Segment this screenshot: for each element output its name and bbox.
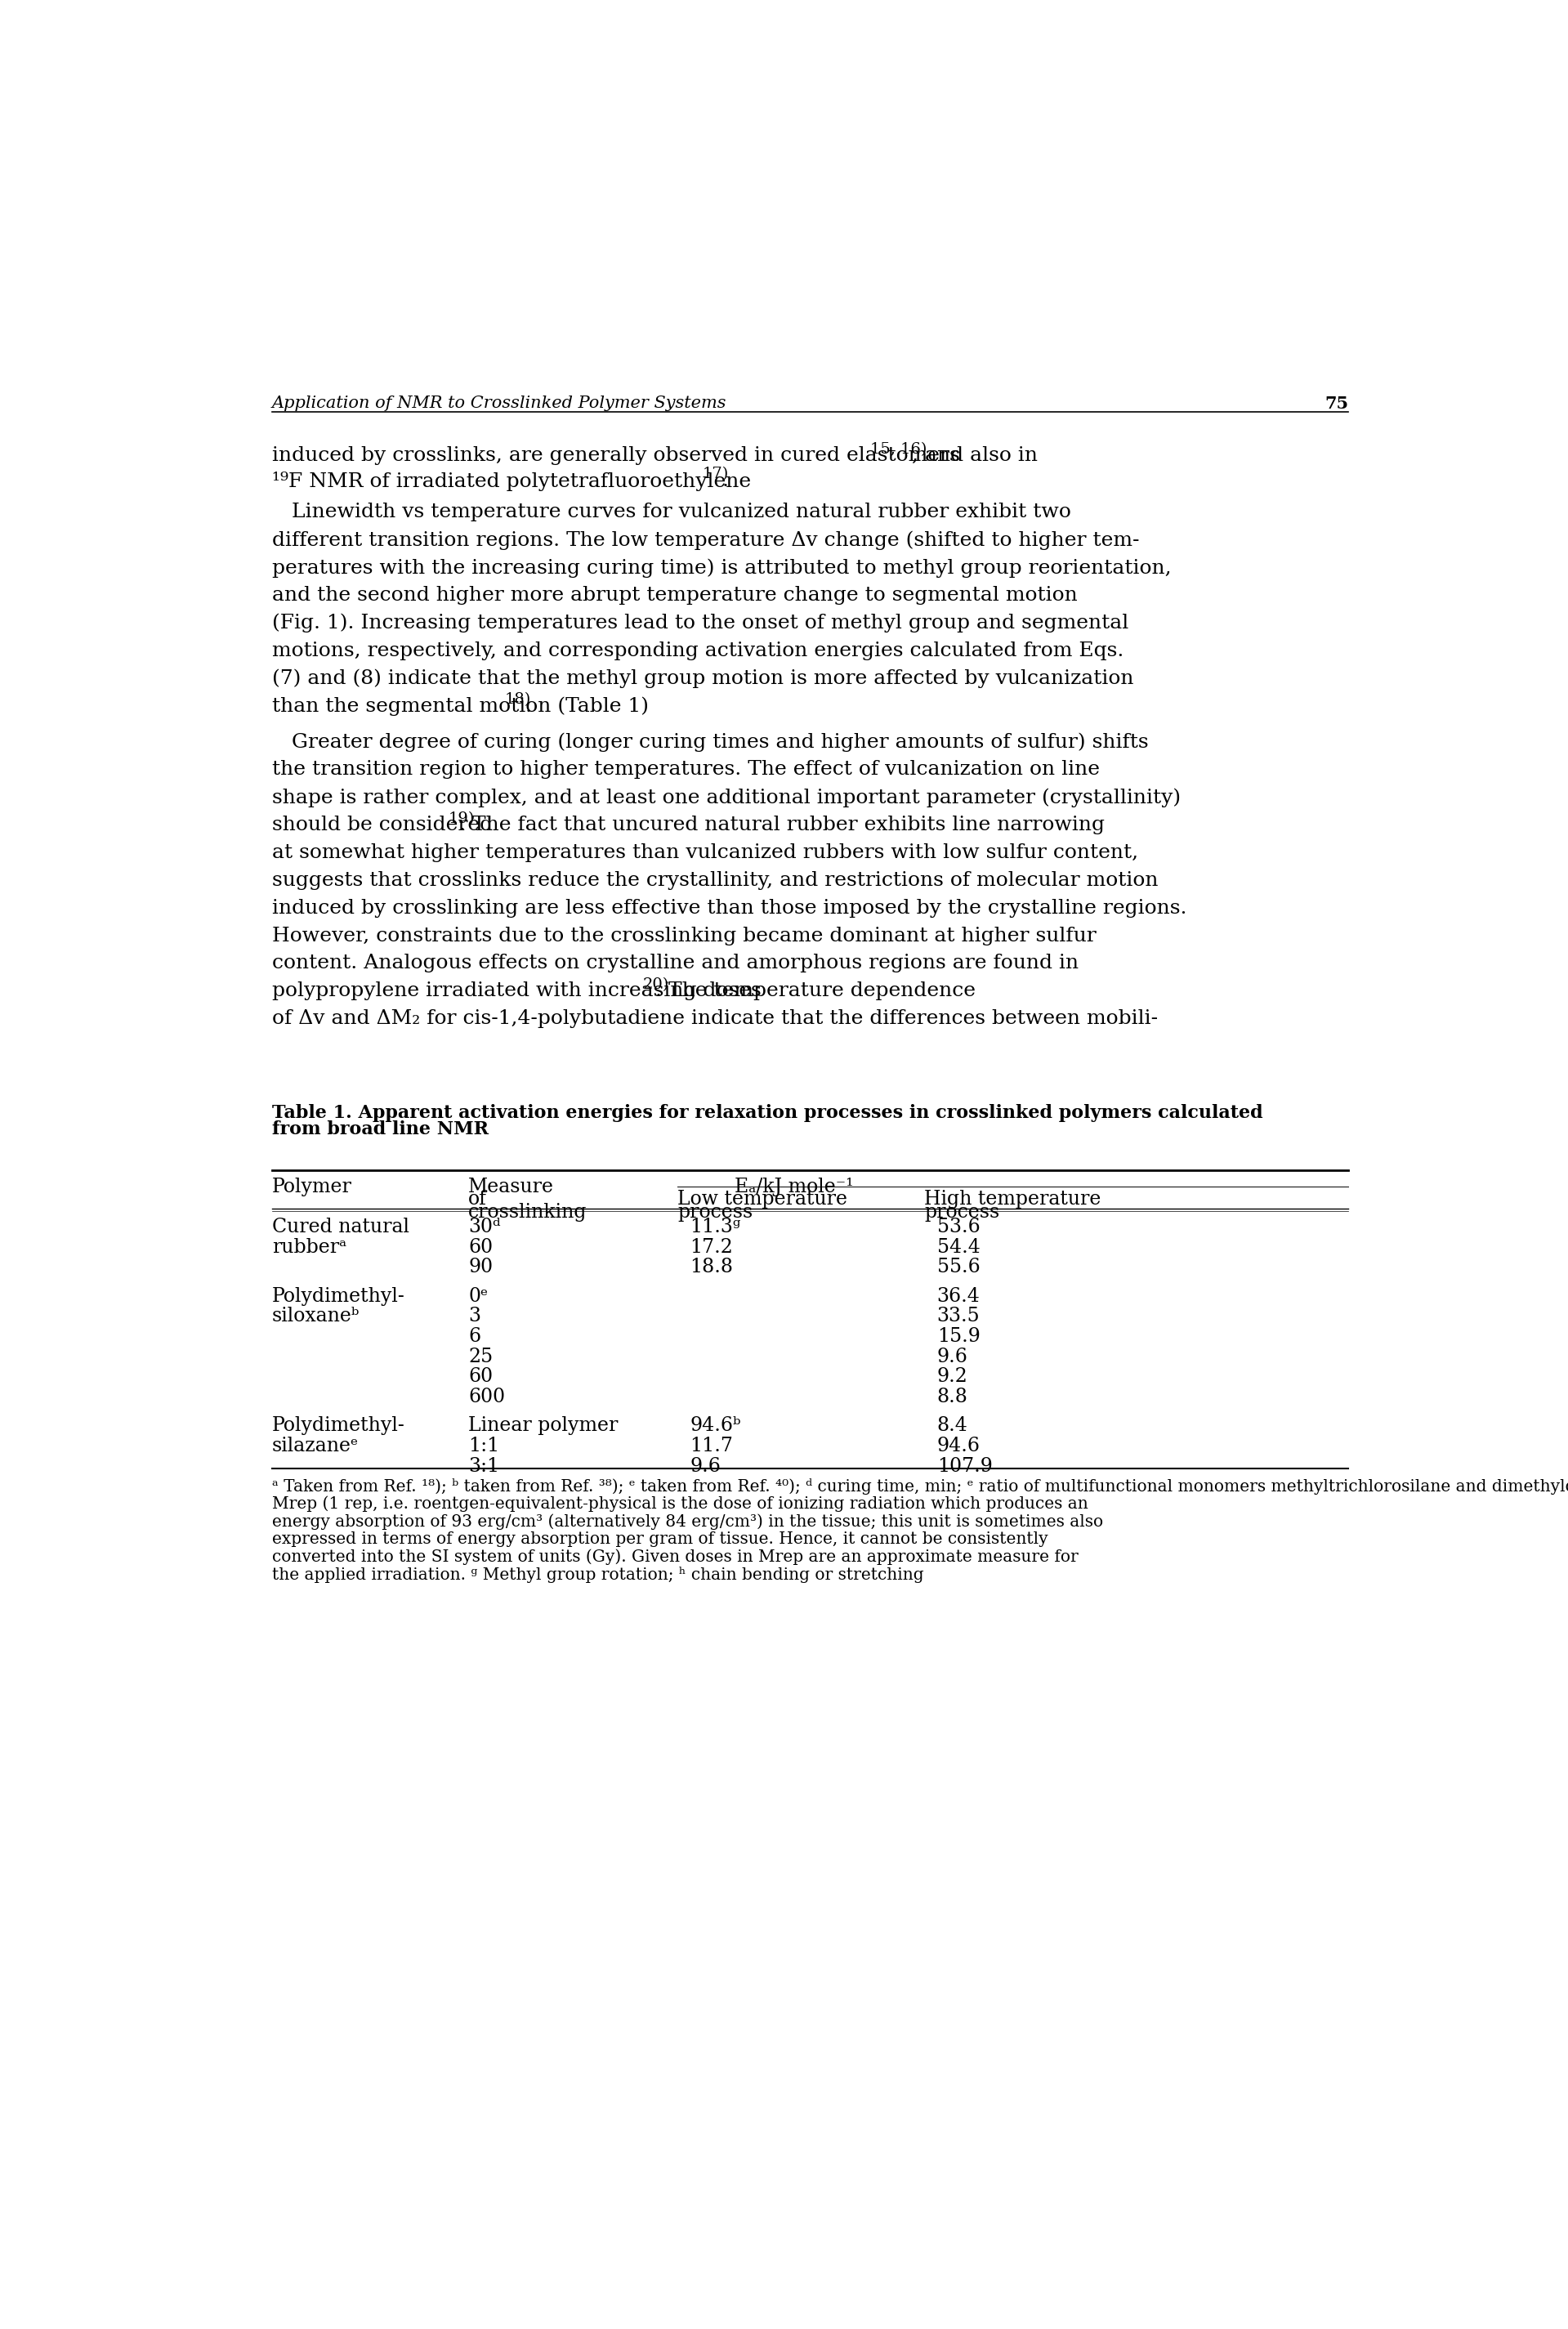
Text: siloxaneᵇ: siloxaneᵇ xyxy=(271,1307,359,1325)
Text: Greater degree of curing (longer curing times and higher amounts of sulfur) shif: Greater degree of curing (longer curing … xyxy=(271,734,1148,752)
Text: , and also in: , and also in xyxy=(911,447,1038,466)
Text: 17): 17) xyxy=(702,468,729,482)
Text: . The fact that uncured natural rubber exhibits line narrowing: . The fact that uncured natural rubber e… xyxy=(459,815,1105,834)
Text: Eₐ/kJ mole⁻¹: Eₐ/kJ mole⁻¹ xyxy=(734,1178,853,1197)
Text: 54.4: 54.4 xyxy=(938,1237,980,1258)
Text: rubberᵃ: rubberᵃ xyxy=(271,1237,347,1258)
Text: 60: 60 xyxy=(469,1237,492,1258)
Text: 15.9: 15.9 xyxy=(938,1328,980,1346)
Text: 18.8: 18.8 xyxy=(690,1258,734,1276)
Text: 60: 60 xyxy=(469,1367,492,1386)
Text: 20): 20) xyxy=(643,978,670,992)
Text: 25: 25 xyxy=(469,1346,492,1367)
Text: 9.6: 9.6 xyxy=(690,1456,721,1477)
Text: 30ᵈ: 30ᵈ xyxy=(469,1218,500,1237)
Text: 53.6: 53.6 xyxy=(938,1218,980,1237)
Text: 33.5: 33.5 xyxy=(938,1307,980,1325)
Text: (Fig. 1). Increasing temperatures lead to the onset of methyl group and segmenta: (Fig. 1). Increasing temperatures lead t… xyxy=(271,613,1129,633)
Text: 90: 90 xyxy=(469,1258,492,1276)
Text: process: process xyxy=(924,1202,1000,1220)
Text: 19): 19) xyxy=(448,810,475,827)
Text: 15, 16): 15, 16) xyxy=(870,443,927,456)
Text: 9.6: 9.6 xyxy=(938,1346,967,1367)
Text: suggests that crosslinks reduce the crystallinity, and restrictions of molecular: suggests that crosslinks reduce the crys… xyxy=(271,871,1159,890)
Text: 11.7: 11.7 xyxy=(690,1437,734,1456)
Text: Linewidth vs temperature curves for vulcanized natural rubber exhibit two: Linewidth vs temperature curves for vulc… xyxy=(271,503,1071,522)
Text: 17.2: 17.2 xyxy=(690,1237,734,1258)
Text: 55.6: 55.6 xyxy=(938,1258,980,1276)
Text: shape is rather complex, and at least one additional important parameter (crysta: shape is rather complex, and at least on… xyxy=(271,787,1181,808)
Text: silazaneᵉ: silazaneᵉ xyxy=(271,1437,359,1456)
Text: 18): 18) xyxy=(505,692,532,708)
Text: .: . xyxy=(721,470,728,489)
Text: 94.6: 94.6 xyxy=(938,1437,980,1456)
Text: However, constraints due to the crosslinking became dominant at higher sulfur: However, constraints due to the crosslin… xyxy=(271,927,1096,946)
Text: peratures with the increasing curing time) is attributed to methyl group reorien: peratures with the increasing curing tim… xyxy=(271,559,1171,578)
Text: . The temperature dependence: . The temperature dependence xyxy=(655,983,975,1001)
Text: motions, respectively, and corresponding activation energies calculated from Eqs: motions, respectively, and corresponding… xyxy=(271,640,1124,659)
Text: 75: 75 xyxy=(1325,396,1348,412)
Text: Polydimethyl-: Polydimethyl- xyxy=(271,1288,405,1307)
Text: induced by crosslinking are less effective than those imposed by the crystalline: induced by crosslinking are less effecti… xyxy=(271,899,1187,918)
Text: Measure: Measure xyxy=(469,1178,554,1197)
Text: the transition region to higher temperatures. The effect of vulcanization on lin: the transition region to higher temperat… xyxy=(271,759,1099,778)
Text: Table 1. Apparent activation energies for relaxation processes in crosslinked po: Table 1. Apparent activation energies fo… xyxy=(271,1104,1262,1123)
Text: 600: 600 xyxy=(469,1388,505,1407)
Text: 0ᵉ: 0ᵉ xyxy=(469,1288,488,1307)
Text: crosslinking: crosslinking xyxy=(469,1202,586,1220)
Text: 6: 6 xyxy=(469,1328,481,1346)
Text: should be considered: should be considered xyxy=(271,815,492,834)
Text: Polymer: Polymer xyxy=(271,1178,351,1197)
Text: content. Analogous effects on crystalline and amorphous regions are found in: content. Analogous effects on crystallin… xyxy=(271,955,1079,974)
Text: 3: 3 xyxy=(469,1307,480,1325)
Text: 1:1: 1:1 xyxy=(469,1437,500,1456)
Text: Polydimethyl-: Polydimethyl- xyxy=(271,1416,405,1435)
Text: and the second higher more abrupt temperature change to segmental motion: and the second higher more abrupt temper… xyxy=(271,587,1077,606)
Text: 8.4: 8.4 xyxy=(938,1416,967,1435)
Text: Low temperature: Low temperature xyxy=(677,1190,847,1209)
Text: of Δv and ΔM₂ for cis-1,4-polybutadiene indicate that the differences between mo: of Δv and ΔM₂ for cis-1,4-polybutadiene … xyxy=(271,1008,1157,1027)
Text: Cured natural: Cured natural xyxy=(271,1218,409,1237)
Text: High temperature: High temperature xyxy=(924,1190,1101,1209)
Text: induced by crosslinks, are generally observed in cured elastomers: induced by crosslinks, are generally obs… xyxy=(271,447,960,466)
Text: process: process xyxy=(677,1202,753,1220)
Text: at somewhat higher temperatures than vulcanized rubbers with low sulfur content,: at somewhat higher temperatures than vul… xyxy=(271,843,1138,862)
Text: converted into the SI system of units (Gy). Given doses in Mrep are an approxima: converted into the SI system of units (G… xyxy=(271,1549,1079,1565)
Text: .: . xyxy=(525,696,532,715)
Text: Mrep (1 rep, i.e. roentgen-equivalent-physical is the dose of ionizing radiation: Mrep (1 rep, i.e. roentgen-equivalent-ph… xyxy=(271,1495,1088,1512)
Text: of: of xyxy=(469,1190,488,1209)
Text: than the segmental motion (Table 1): than the segmental motion (Table 1) xyxy=(271,696,649,715)
Text: expressed in terms of energy absorption per gram of tissue. Hence, it cannot be : expressed in terms of energy absorption … xyxy=(271,1530,1047,1546)
Text: 107.9: 107.9 xyxy=(938,1456,993,1477)
Text: polypropylene irradiated with increasing doses: polypropylene irradiated with increasing… xyxy=(271,983,760,1001)
Text: (7) and (8) indicate that the methyl group motion is more affected by vulcanizat: (7) and (8) indicate that the methyl gro… xyxy=(271,668,1134,687)
Text: Linear polymer: Linear polymer xyxy=(469,1416,618,1435)
Text: 36.4: 36.4 xyxy=(938,1288,980,1307)
Text: the applied irradiation. ᵍ Methyl group rotation; ʰ chain bending or stretching: the applied irradiation. ᵍ Methyl group … xyxy=(271,1567,924,1584)
Text: 9.2: 9.2 xyxy=(938,1367,967,1386)
Text: different transition regions. The low temperature Δv change (shifted to higher t: different transition regions. The low te… xyxy=(271,531,1140,550)
Text: from broad line NMR: from broad line NMR xyxy=(271,1120,489,1139)
Text: energy absorption of 93 erg/cm³ (alternatively 84 erg/cm³) in the tissue; this u: energy absorption of 93 erg/cm³ (alterna… xyxy=(271,1514,1102,1530)
Text: Application of NMR to Crosslinked Polymer Systems: Application of NMR to Crosslinked Polyme… xyxy=(271,396,726,412)
Text: ¹⁹F NMR of irradiated polytetrafluoroethylene: ¹⁹F NMR of irradiated polytetrafluoroeth… xyxy=(271,470,751,491)
Text: 3:1: 3:1 xyxy=(469,1456,500,1477)
Text: ᵃ Taken from Ref. ¹⁸); ᵇ taken from Ref. ³⁸); ᵉ taken from Ref. ⁴⁰); ᵈ curing ti: ᵃ Taken from Ref. ¹⁸); ᵇ taken from Ref.… xyxy=(271,1479,1568,1495)
Text: 11.3ᵍ: 11.3ᵍ xyxy=(690,1218,742,1237)
Text: 94.6ᵇ: 94.6ᵇ xyxy=(690,1416,742,1435)
Text: 8.8: 8.8 xyxy=(938,1388,967,1407)
